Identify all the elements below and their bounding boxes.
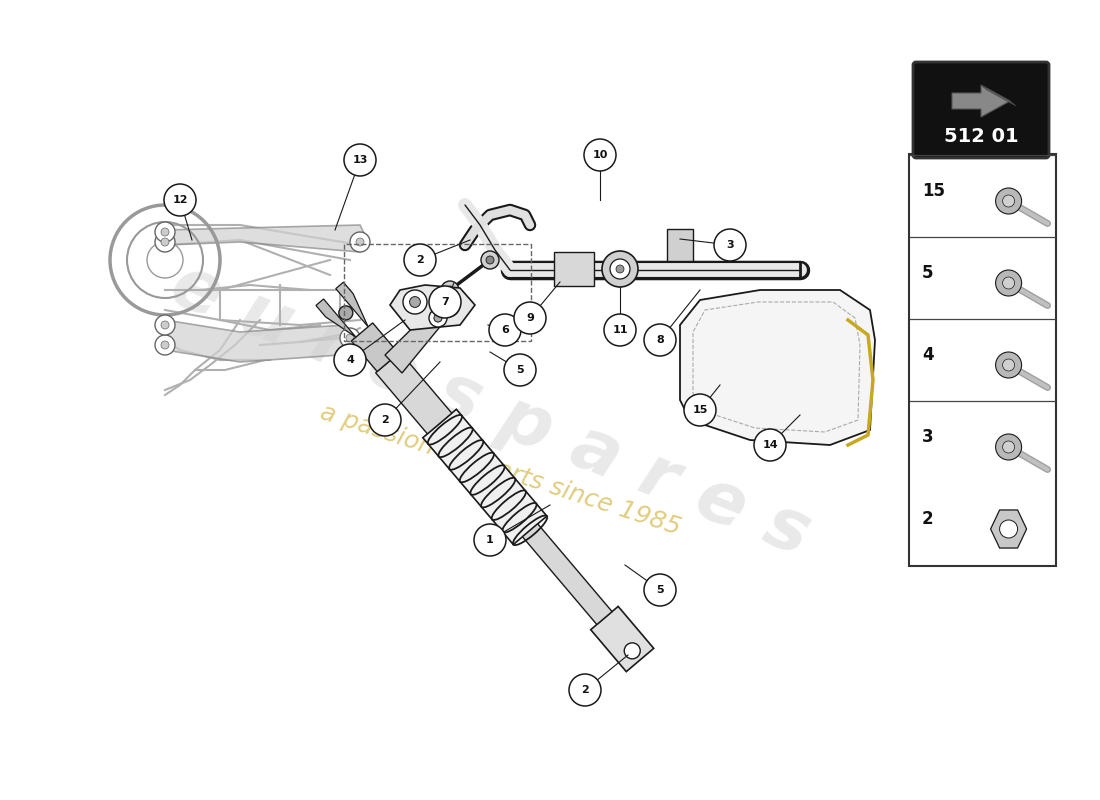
Circle shape	[442, 300, 453, 310]
Polygon shape	[376, 352, 452, 434]
Circle shape	[161, 238, 169, 246]
Text: 15: 15	[922, 182, 945, 200]
Circle shape	[350, 232, 370, 252]
Circle shape	[155, 232, 175, 252]
Text: e u r o s p a r e s: e u r o s p a r e s	[161, 250, 820, 570]
Circle shape	[340, 328, 360, 348]
Polygon shape	[385, 293, 448, 373]
Circle shape	[602, 251, 638, 287]
Text: 10: 10	[592, 150, 607, 160]
Text: 13: 13	[352, 155, 367, 165]
Circle shape	[161, 228, 169, 236]
Text: 2: 2	[416, 255, 424, 265]
Circle shape	[714, 229, 746, 261]
Circle shape	[155, 335, 175, 355]
Circle shape	[368, 404, 402, 436]
Circle shape	[356, 238, 364, 246]
Circle shape	[404, 244, 436, 276]
Circle shape	[1002, 277, 1014, 289]
Circle shape	[446, 286, 454, 294]
Text: 6: 6	[502, 325, 509, 335]
Circle shape	[486, 256, 494, 264]
Text: 3: 3	[726, 240, 734, 250]
Circle shape	[339, 306, 353, 320]
Circle shape	[1002, 195, 1014, 207]
Text: 1: 1	[486, 535, 494, 545]
Circle shape	[754, 429, 786, 461]
Polygon shape	[981, 85, 1016, 106]
Text: 11: 11	[613, 325, 628, 335]
Text: 512 01: 512 01	[944, 127, 1019, 146]
Text: 3: 3	[922, 428, 934, 446]
Circle shape	[161, 321, 169, 329]
Circle shape	[155, 315, 175, 335]
Polygon shape	[165, 225, 365, 252]
Circle shape	[334, 344, 366, 376]
Circle shape	[161, 341, 169, 349]
Text: 4: 4	[346, 355, 354, 365]
Polygon shape	[351, 323, 398, 371]
Circle shape	[441, 281, 459, 299]
Circle shape	[1002, 441, 1014, 453]
Text: 5: 5	[922, 264, 934, 282]
Circle shape	[429, 309, 447, 327]
Text: 2: 2	[922, 510, 934, 528]
Polygon shape	[422, 410, 547, 545]
Text: 7: 7	[441, 297, 449, 307]
Circle shape	[996, 188, 1022, 214]
Circle shape	[624, 643, 640, 659]
Text: 2: 2	[581, 685, 589, 695]
Polygon shape	[591, 606, 653, 672]
Text: 4: 4	[922, 346, 934, 364]
Circle shape	[433, 314, 442, 322]
Circle shape	[569, 674, 601, 706]
Circle shape	[481, 251, 499, 269]
Text: 5: 5	[657, 585, 663, 595]
Circle shape	[164, 184, 196, 216]
Text: 12: 12	[173, 195, 188, 205]
Circle shape	[604, 314, 636, 346]
Polygon shape	[316, 299, 356, 337]
Polygon shape	[390, 285, 475, 330]
Circle shape	[474, 524, 506, 556]
Circle shape	[644, 324, 676, 356]
Circle shape	[996, 270, 1022, 296]
Circle shape	[996, 434, 1022, 460]
Circle shape	[429, 286, 461, 318]
Circle shape	[610, 259, 630, 279]
Polygon shape	[522, 524, 612, 625]
Circle shape	[644, 574, 676, 606]
Circle shape	[155, 222, 175, 242]
Circle shape	[514, 302, 546, 334]
FancyBboxPatch shape	[909, 154, 1056, 566]
Text: 15: 15	[692, 405, 707, 415]
Circle shape	[1000, 520, 1018, 538]
Text: 2: 2	[381, 415, 389, 425]
Circle shape	[403, 290, 427, 314]
Circle shape	[584, 139, 616, 171]
Circle shape	[346, 334, 354, 342]
Circle shape	[616, 265, 624, 273]
FancyBboxPatch shape	[667, 229, 693, 261]
Text: 9: 9	[526, 313, 534, 323]
Text: a passion for parts since 1985: a passion for parts since 1985	[317, 400, 683, 540]
Circle shape	[409, 297, 420, 307]
Polygon shape	[165, 320, 350, 362]
Circle shape	[490, 314, 521, 346]
Polygon shape	[991, 510, 1026, 548]
FancyBboxPatch shape	[554, 252, 594, 286]
Circle shape	[996, 352, 1022, 378]
Circle shape	[436, 293, 460, 317]
Circle shape	[504, 354, 536, 386]
Polygon shape	[336, 282, 368, 326]
Circle shape	[344, 144, 376, 176]
Circle shape	[684, 394, 716, 426]
Circle shape	[1002, 359, 1014, 371]
FancyBboxPatch shape	[913, 62, 1049, 158]
Text: 5: 5	[516, 365, 524, 375]
Text: 8: 8	[656, 335, 664, 345]
Polygon shape	[680, 290, 874, 445]
Text: 14: 14	[762, 440, 778, 450]
Polygon shape	[952, 85, 1010, 117]
